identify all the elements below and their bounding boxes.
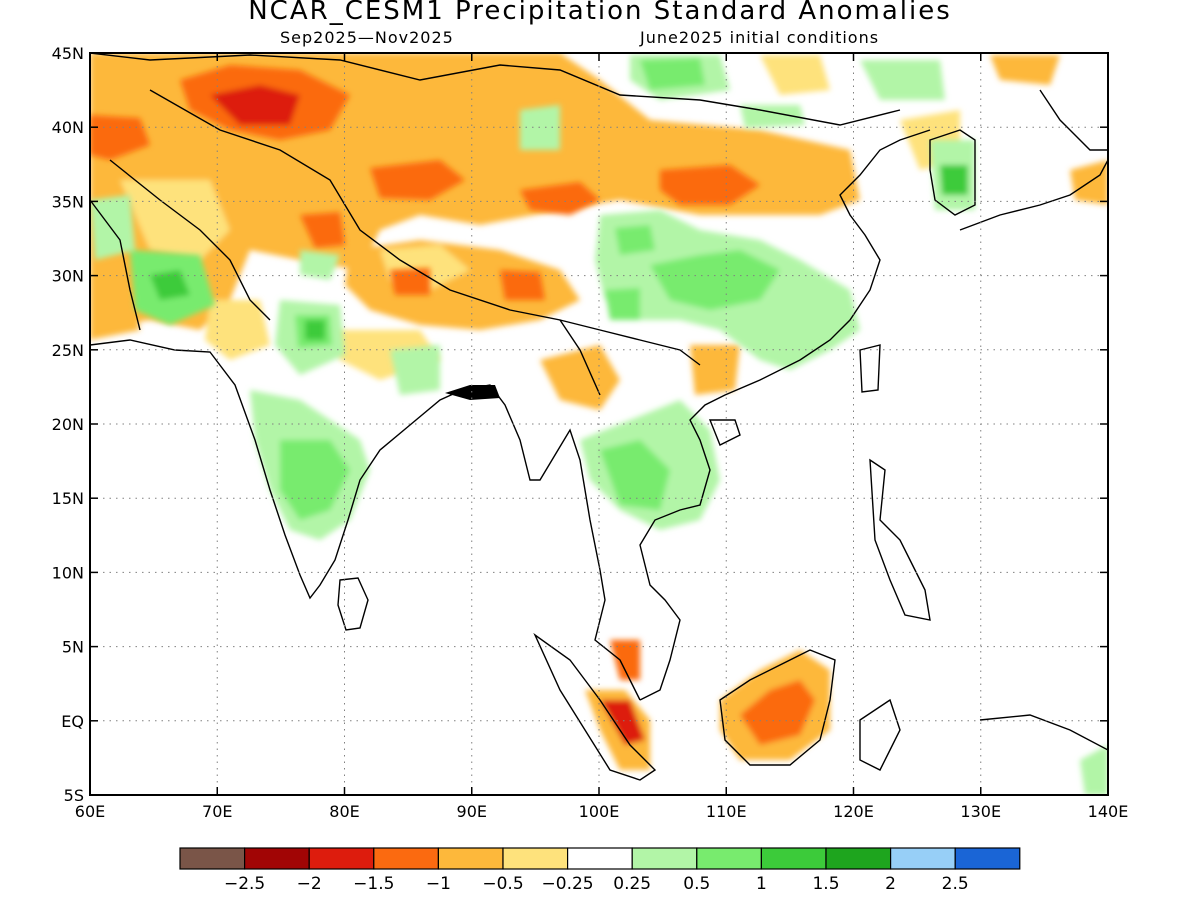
colorbar-swatch bbox=[696, 847, 762, 870]
colorbar-label: 2 bbox=[885, 874, 896, 894]
colorbar-label: −0.25 bbox=[542, 874, 594, 894]
lat-tick-label: 5S bbox=[64, 786, 84, 805]
colorbar bbox=[179, 847, 1021, 870]
colorbar-swatch bbox=[566, 847, 633, 870]
lat-lon-grid bbox=[90, 53, 1108, 795]
colorbar-label: −2.5 bbox=[224, 874, 265, 894]
colorbar-labels: −2.5 −2 −1.5 −1 −0.5 −0.25 0.25 0.5 1 1.5 2 2.5 bbox=[224, 874, 969, 894]
colorbar-swatch bbox=[502, 847, 569, 870]
lon-tick-label: 100E bbox=[579, 802, 620, 821]
axis-ticks bbox=[89, 52, 1109, 796]
colorbar-swatch bbox=[825, 847, 892, 870]
axis-labels: 60E 70E 80E 90E 100E 110E 120E 130E 140E 45N 40N 35… bbox=[52, 44, 1129, 821]
colorbar-swatch bbox=[308, 847, 375, 870]
colorbar-swatch bbox=[437, 847, 504, 870]
colorbar-label: 0.5 bbox=[683, 874, 710, 894]
chart-title: NCAR_CESM1 Precipitation Standard Anomal… bbox=[248, 0, 952, 26]
colorbar-swatch bbox=[889, 847, 956, 870]
colorbar-label: 1 bbox=[756, 874, 767, 894]
lon-tick-label: 90E bbox=[457, 802, 487, 821]
ganges-delta bbox=[445, 385, 500, 400]
colorbar-swatch bbox=[179, 847, 246, 870]
colorbar-label: 1.5 bbox=[812, 874, 839, 894]
colorbar-swatch bbox=[954, 847, 1021, 870]
lon-tick-label: 60E bbox=[75, 802, 105, 821]
colorbar-label: −1 bbox=[426, 874, 451, 894]
lon-tick-label: 120E bbox=[833, 802, 874, 821]
lat-tick-label: 30N bbox=[52, 267, 84, 286]
lat-tick-label: 45N bbox=[52, 44, 84, 63]
colorbar-label: −0.5 bbox=[482, 874, 523, 894]
lon-tick-label: 110E bbox=[706, 802, 747, 821]
anomaly-shading bbox=[90, 53, 1108, 795]
lat-tick-label: 25N bbox=[52, 341, 84, 360]
lon-tick-label: 70E bbox=[202, 802, 232, 821]
lon-tick-label: 140E bbox=[1088, 802, 1129, 821]
lat-tick-label: EQ bbox=[61, 712, 84, 731]
initial-conditions: June2025 initial conditions bbox=[640, 28, 880, 47]
lat-tick-label: 20N bbox=[52, 415, 84, 434]
lon-tick-label: 80E bbox=[329, 802, 359, 821]
lat-tick-label: 5N bbox=[62, 638, 84, 657]
colorbar-label: −1.5 bbox=[353, 874, 394, 894]
colorbar-label: −2 bbox=[297, 874, 322, 894]
colorbar-swatch bbox=[631, 847, 698, 870]
coastlines bbox=[90, 53, 1108, 781]
colorbar-swatch bbox=[760, 847, 827, 870]
lat-tick-label: 40N bbox=[52, 118, 84, 137]
colorbar-swatch bbox=[373, 847, 439, 870]
lat-tick-label: 10N bbox=[52, 563, 84, 582]
colorbar-swatch bbox=[244, 847, 310, 870]
forecast-period: Sep2025—Nov2025 bbox=[280, 28, 454, 47]
lat-tick-label: 35N bbox=[52, 192, 84, 211]
lon-tick-label: 130E bbox=[960, 802, 1001, 821]
lat-tick-label: 15N bbox=[52, 489, 84, 508]
colorbar-label: 0.25 bbox=[613, 874, 651, 894]
colorbar-label: 2.5 bbox=[942, 874, 969, 894]
